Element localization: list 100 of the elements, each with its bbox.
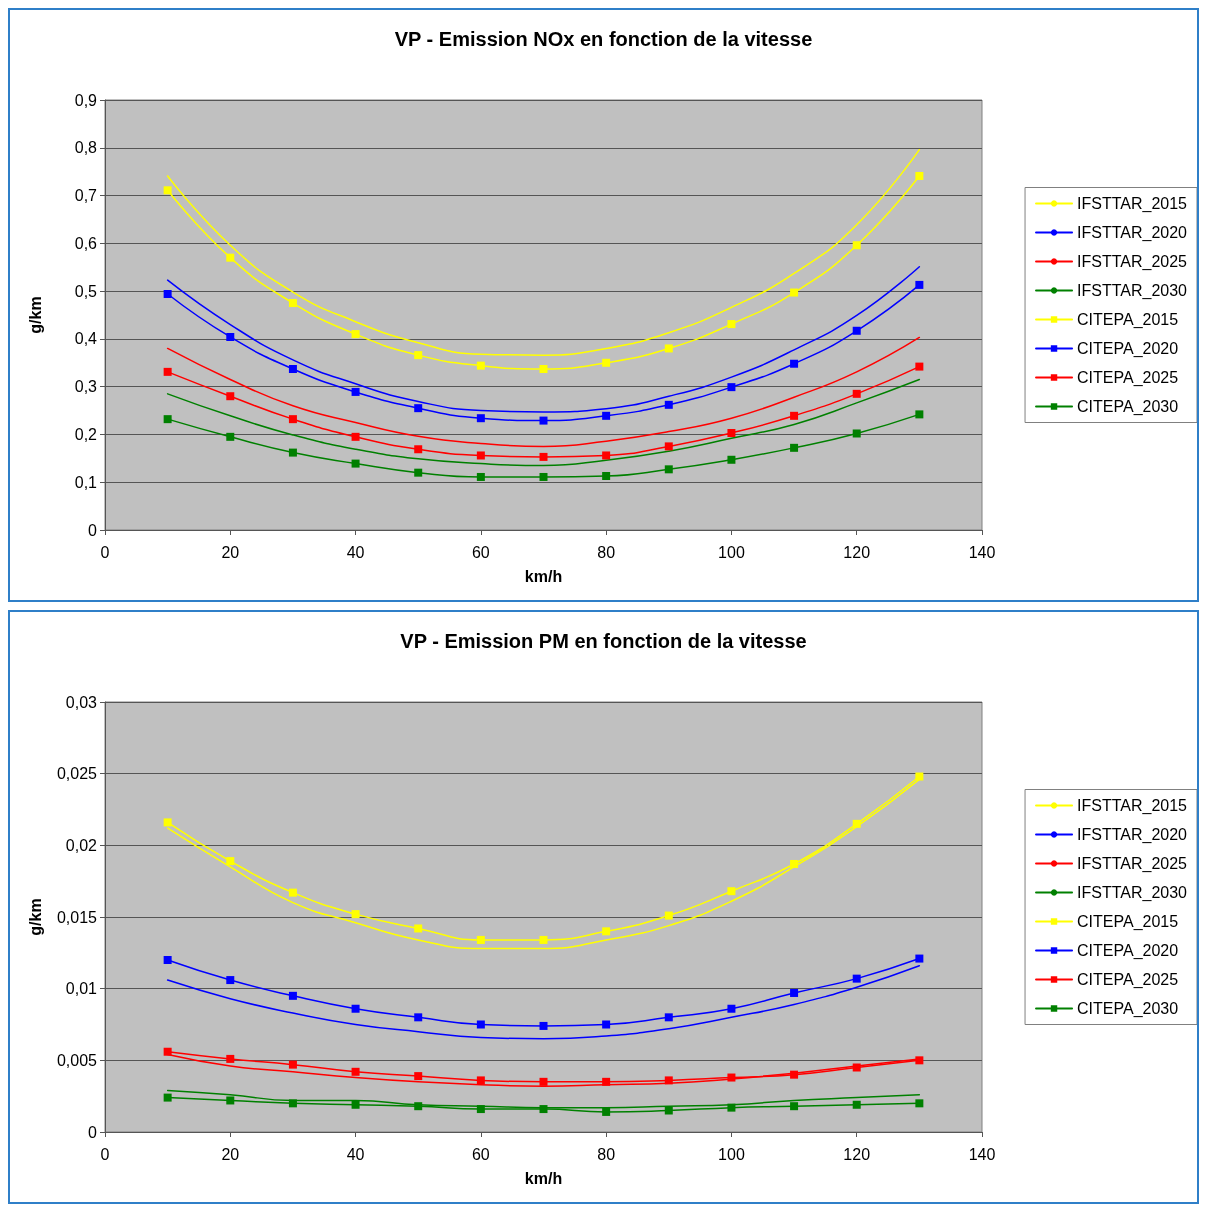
point <box>414 404 423 413</box>
point <box>852 389 861 398</box>
point <box>226 432 235 441</box>
chart-title: VP - Emission PM en fonction de la vitesse <box>400 630 807 652</box>
point <box>351 1100 360 1109</box>
x-tick-label: 0 <box>100 543 110 561</box>
legend-label: IFSTTAR_2025 <box>1077 855 1188 873</box>
point <box>476 1076 485 1085</box>
y-tick-label: 0,02 <box>65 836 98 854</box>
point <box>664 344 673 353</box>
point <box>226 332 235 341</box>
point <box>476 472 485 481</box>
point <box>351 1004 360 1013</box>
point <box>226 857 235 866</box>
point <box>915 772 924 781</box>
point <box>414 1072 423 1081</box>
point <box>915 280 924 289</box>
point <box>288 1099 297 1108</box>
point <box>414 351 423 360</box>
point <box>476 414 485 423</box>
point <box>476 451 485 460</box>
x-tick-label: 80 <box>597 543 616 561</box>
point <box>602 927 611 936</box>
line-series <box>166 378 921 467</box>
y-tick-label: 0,015 <box>56 908 98 926</box>
point <box>414 468 423 477</box>
point <box>727 455 736 464</box>
x-tick-label: 80 <box>597 1145 616 1163</box>
point <box>414 1102 423 1111</box>
point <box>539 472 548 481</box>
point <box>664 1106 673 1115</box>
point <box>915 362 924 371</box>
line-series <box>166 265 921 413</box>
legend-label: IFSTTAR_2015 <box>1077 195 1188 213</box>
point <box>476 361 485 370</box>
x-tick-label: 100 <box>718 1145 745 1163</box>
point <box>226 1096 235 1105</box>
y-tick-label: 0 <box>88 521 98 539</box>
point <box>664 1076 673 1085</box>
point <box>852 1063 861 1072</box>
point <box>288 415 297 424</box>
point <box>790 359 799 368</box>
point <box>790 859 799 868</box>
point <box>288 991 297 1000</box>
point <box>727 383 736 392</box>
legend-label: CITEPA_2025 <box>1077 369 1179 387</box>
point <box>539 416 548 425</box>
y-tick-label: 0,7 <box>74 187 98 205</box>
point <box>602 1077 611 1086</box>
point <box>602 1020 611 1029</box>
legend-label: IFSTTAR_2015 <box>1077 797 1188 815</box>
point <box>163 367 172 376</box>
legend-label: IFSTTAR_2025 <box>1077 253 1188 271</box>
line-series <box>166 336 921 448</box>
x-tick-label: 120 <box>843 543 871 561</box>
y-axis-title: g/km <box>26 898 44 936</box>
point <box>288 1060 297 1069</box>
y-tick-label: 0,005 <box>56 1051 98 1069</box>
y-tick-label: 0,03 <box>65 693 98 711</box>
point <box>664 400 673 409</box>
point <box>163 1093 172 1102</box>
point <box>539 1077 548 1086</box>
y-tick-label: 0,4 <box>74 330 98 348</box>
point <box>226 253 235 262</box>
point <box>915 1056 924 1065</box>
legend-label: CITEPA_2015 <box>1077 311 1179 329</box>
point <box>852 1100 861 1109</box>
x-tick-label: 20 <box>221 543 240 561</box>
point <box>163 186 172 195</box>
point <box>476 1105 485 1114</box>
point <box>163 956 172 964</box>
point <box>852 974 861 983</box>
point <box>288 364 297 373</box>
y-axis-title: g/km <box>26 296 44 334</box>
point <box>351 432 360 441</box>
point <box>790 443 799 452</box>
y-tick-label: 0,025 <box>56 765 98 783</box>
point <box>226 1054 235 1063</box>
point <box>476 1020 485 1029</box>
y-tick-label: 0,6 <box>74 234 98 252</box>
point <box>602 411 611 420</box>
legend-label: IFSTTAR_2030 <box>1077 884 1188 902</box>
x-tick-label: 140 <box>968 543 996 561</box>
point <box>790 288 799 297</box>
point <box>915 954 924 963</box>
x-tick-label: 20 <box>221 1145 240 1163</box>
point <box>602 451 611 460</box>
y-tick-label: 0,9 <box>74 91 98 109</box>
point <box>163 818 172 827</box>
legend-label: CITEPA_2030 <box>1077 1000 1179 1018</box>
legend-label: IFSTTAR_2020 <box>1077 826 1188 844</box>
legend-label: IFSTTAR_2030 <box>1077 282 1188 300</box>
point <box>602 472 611 481</box>
point <box>602 1107 611 1116</box>
y-tick-label: 0,8 <box>74 139 98 157</box>
point <box>790 1102 799 1111</box>
x-axis-title: km/h <box>524 1169 563 1187</box>
point <box>226 976 235 985</box>
point <box>727 429 736 438</box>
point <box>288 299 297 308</box>
